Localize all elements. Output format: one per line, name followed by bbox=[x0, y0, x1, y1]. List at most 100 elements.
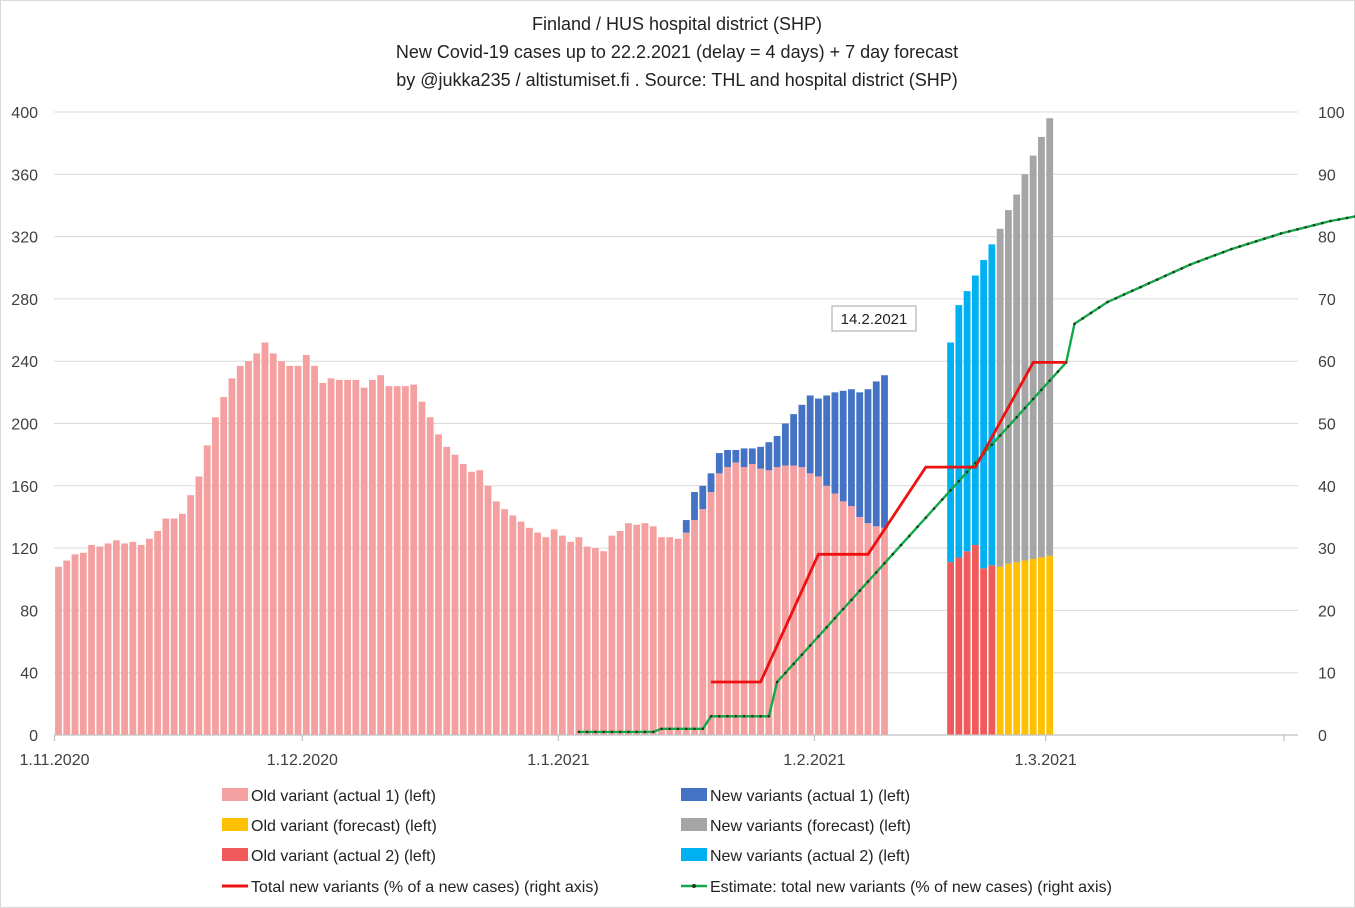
estimate-line-point bbox=[1246, 242, 1250, 246]
title-line-3: by @jukka235 / altistumiset.fi . Source:… bbox=[396, 70, 958, 90]
bar-old-variant-actual-1 bbox=[641, 523, 649, 735]
bar-old-variant-actual-1 bbox=[492, 501, 500, 735]
bar-old-variant-actual-1 bbox=[344, 379, 351, 735]
estimate-line-point bbox=[775, 680, 779, 684]
bar-old-variant-actual-1 bbox=[517, 521, 525, 735]
estimate-line-point bbox=[924, 516, 928, 519]
bar-old-variant-actual-1 bbox=[856, 516, 864, 735]
bar-new-variants-actual-1 bbox=[691, 492, 698, 521]
estimate-line-point bbox=[1023, 406, 1027, 410]
bar-old-variant-actual-2 bbox=[971, 544, 979, 735]
bar-old-variant-forecast bbox=[1005, 563, 1012, 735]
estimate-line-point bbox=[651, 730, 655, 734]
bar-old-variant-actual-1 bbox=[872, 526, 880, 735]
estimate-line-point bbox=[907, 534, 911, 538]
estimate-line-point bbox=[660, 727, 663, 731]
estimate-line-point bbox=[1131, 289, 1134, 293]
estimate-line-point bbox=[1337, 218, 1341, 221]
estimate-line-point bbox=[1056, 370, 1060, 373]
y-left-tick-label: 360 bbox=[11, 167, 38, 184]
estimate-line-point bbox=[998, 434, 1002, 437]
bar-old-variant-actual-1 bbox=[592, 548, 599, 735]
bar-old-variant-actual-1 bbox=[765, 470, 773, 735]
y-left-tick-label: 280 bbox=[11, 292, 38, 309]
bar-new-variants-actual-2 bbox=[988, 244, 996, 566]
bar-old-variant-actual-1 bbox=[484, 485, 492, 735]
estimate-line-point bbox=[1031, 397, 1035, 401]
bar-new-variants-actual-1 bbox=[724, 449, 731, 468]
bar-old-variant-actual-1 bbox=[550, 529, 558, 735]
bar-new-variants-forecast bbox=[1046, 118, 1054, 556]
bar-old-variant-actual-1 bbox=[468, 471, 475, 735]
estimate-line-point bbox=[808, 644, 812, 647]
bar-old-variant-actual-1 bbox=[302, 354, 310, 735]
bar-old-variant-actual-1 bbox=[699, 509, 707, 735]
bar-old-variant-actual-1 bbox=[831, 493, 839, 735]
estimate-line-point bbox=[1155, 278, 1159, 281]
bar-new-variants-actual-1 bbox=[856, 392, 864, 517]
estimate-line-point bbox=[916, 525, 919, 529]
y-left-tick-label: 200 bbox=[11, 417, 38, 434]
estimate-line-point bbox=[693, 727, 696, 731]
bar-new-variants-actual-1 bbox=[707, 473, 715, 493]
legend-label: Estimate: total new variants (% of new c… bbox=[710, 879, 1112, 896]
bar-old-variant-actual-1 bbox=[443, 446, 451, 735]
gridlines bbox=[54, 111, 1298, 674]
bar-old-variant-forecast bbox=[1013, 562, 1021, 735]
bar-old-variant-actual-1 bbox=[567, 541, 575, 735]
estimate-line-point bbox=[817, 635, 820, 638]
y-right-tick-label: 20 bbox=[1318, 603, 1336, 620]
estimate-line-point bbox=[1271, 234, 1275, 238]
x-tick-label: 1.3.2021 bbox=[1015, 752, 1077, 769]
y-left-tick-label: 80 bbox=[20, 603, 38, 620]
estimate-line-point bbox=[1287, 230, 1291, 233]
bar-old-variant-actual-1 bbox=[748, 463, 756, 735]
bar-old-variant-actual-1 bbox=[360, 387, 368, 735]
bar-new-variants-forecast bbox=[1038, 136, 1045, 558]
bar-new-variants-actual-1 bbox=[831, 392, 839, 494]
estimate-line-point bbox=[874, 571, 878, 574]
legend-label: Total new variants (% of a new cases) (r… bbox=[251, 879, 599, 896]
y-right-tick-label: 60 bbox=[1318, 354, 1336, 371]
estimate-line-point bbox=[1213, 253, 1217, 257]
y-right-tick-label: 40 bbox=[1318, 479, 1336, 496]
bar-new-variants-actual-2 bbox=[947, 342, 954, 563]
bar-old-variant-actual-1 bbox=[823, 485, 831, 735]
legend-swatch bbox=[681, 788, 707, 801]
estimate-line-point bbox=[1312, 223, 1316, 227]
bar-new-variants-actual-1 bbox=[848, 389, 855, 507]
bar-old-variant-actual-1 bbox=[170, 518, 178, 735]
estimate-line-point bbox=[784, 671, 787, 675]
estimate-line-point bbox=[1263, 237, 1266, 240]
bar-new-variants-actual-1 bbox=[806, 395, 814, 474]
bar-old-variant-forecast bbox=[1029, 559, 1037, 735]
y-right-tick-label: 70 bbox=[1318, 292, 1336, 309]
bar-old-variant-actual-1 bbox=[625, 523, 632, 735]
bar-old-variant-actual-1 bbox=[806, 473, 814, 735]
bar-new-variants-actual-1 bbox=[765, 442, 773, 471]
estimate-line-point bbox=[833, 616, 837, 620]
estimate-line-point bbox=[932, 507, 936, 510]
bar-old-variant-actual-1 bbox=[187, 495, 195, 735]
estimate-line-point bbox=[701, 727, 705, 731]
bar-new-variants-actual-1 bbox=[881, 375, 888, 528]
bar-new-variants-actual-1 bbox=[781, 423, 789, 466]
bar-old-variant-actual-2 bbox=[963, 551, 971, 735]
legend-label: Old variant (forecast) (left) bbox=[251, 818, 437, 835]
estimate-line-point bbox=[1164, 274, 1167, 278]
estimate-line-point bbox=[965, 470, 969, 474]
x-tick-label: 1.12.2020 bbox=[267, 752, 338, 769]
legend-label: Old variant (actual 2) (left) bbox=[251, 848, 436, 865]
bar-new-variants-actual-2 bbox=[980, 259, 988, 569]
estimate-line-point bbox=[850, 598, 853, 602]
legend-swatch bbox=[222, 848, 248, 861]
bar-new-variants-forecast bbox=[1021, 174, 1029, 561]
bar-old-variant-actual-1 bbox=[137, 544, 145, 735]
x-tick-label: 1.1.2021 bbox=[527, 752, 589, 769]
bar-old-variant-actual-1 bbox=[228, 378, 236, 735]
estimate-line-point bbox=[949, 488, 952, 492]
y-right-tick-label: 50 bbox=[1318, 417, 1336, 434]
y-left-tick-label: 40 bbox=[20, 666, 38, 683]
legend: Old variant (actual 1) (left) New variant… bbox=[222, 788, 1112, 896]
estimate-line-point bbox=[1230, 247, 1233, 251]
